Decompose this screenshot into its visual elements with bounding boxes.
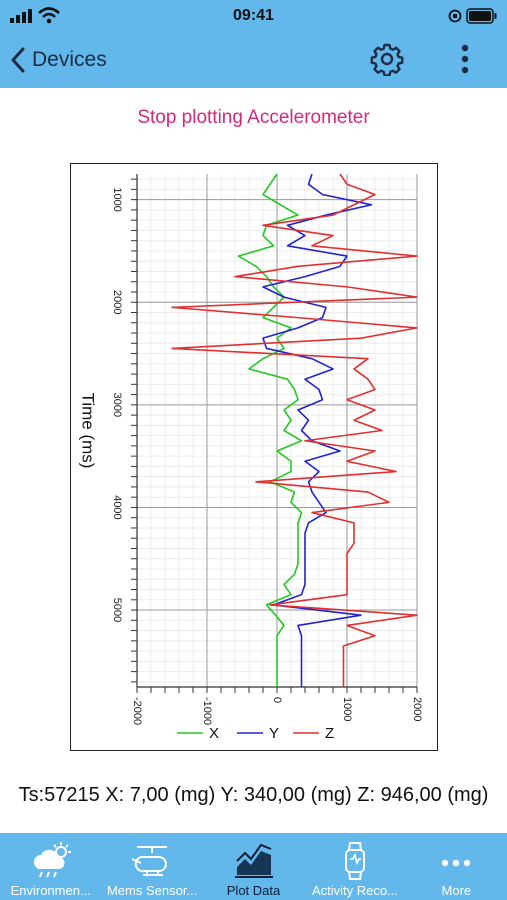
tab-label: Environmen... [10, 883, 91, 898]
chart-icon [234, 843, 273, 878]
series-line-y [262, 173, 373, 687]
value-tick-label: -1000 [201, 697, 213, 725]
chevron-left-icon [11, 47, 25, 73]
legend-label-z: Z [325, 725, 334, 742]
tab-label: Mems Sensor... [106, 883, 198, 898]
more-dots-icon [442, 859, 471, 867]
time-tick-label: 3000 [111, 393, 123, 417]
stop-plotting-button[interactable]: Stop plotting Accelerometer [137, 107, 370, 128]
value-tick-label: 2000 [411, 697, 423, 721]
time-tick-label: 5000 [111, 598, 123, 622]
time-tick-label: 1000 [111, 187, 123, 211]
series-line-x [237, 173, 303, 687]
tab-activity-recognition[interactable]: Activity Reco... [304, 833, 405, 900]
time-axis-title: Time (ms) [79, 393, 98, 469]
value-tick-label: 1000 [341, 697, 353, 721]
back-label: Devices [32, 48, 107, 71]
sensor-readout: Ts:57215 X: 7,00 (mg) Y: 340,00 (mg) Z: … [18, 784, 489, 806]
tab-label: Plot Data [226, 883, 281, 898]
chart-canvas: 1000 2000 3000 4000 5000 -2000 -1000 0 1000 2000 T… [79, 173, 423, 742]
accelerometer-chart: 1000 2000 3000 4000 5000 -2000 -1000 0 1000 2000 T… [70, 163, 438, 751]
legend-label-x: X [209, 725, 219, 742]
orientation-lock-icon [448, 9, 462, 23]
battery-icon [466, 8, 497, 24]
smartwatch-icon [344, 842, 365, 880]
series-line-z [171, 173, 418, 687]
tab-mems-sensors[interactable]: Mems Sensor... [101, 833, 202, 900]
tab-environmental[interactable]: Environmen... [0, 833, 101, 900]
tab-more[interactable]: More [406, 833, 507, 900]
gear-icon[interactable] [370, 42, 404, 76]
tab-label: Activity Reco... [311, 883, 398, 898]
more-vertical-icon[interactable] [452, 42, 478, 76]
signal-icon [10, 9, 32, 23]
tab-bar: Environmen... Mems Sensor... Plot Data [0, 833, 507, 900]
weather-icon [33, 842, 71, 878]
time-tick-label: 2000 [111, 290, 123, 314]
back-button[interactable]: Devices [10, 44, 107, 76]
legend-label-y: Y [269, 725, 279, 742]
nav-bar: Devices [0, 32, 507, 88]
tab-plot-data[interactable]: Plot Data [203, 833, 304, 900]
time-tick-label: 4000 [111, 495, 123, 519]
value-tick-label: 0 [271, 697, 283, 703]
wifi-icon [38, 7, 60, 24]
value-tick-label: -2000 [131, 697, 143, 725]
tab-label: More [441, 883, 472, 898]
helicopter-icon [131, 846, 168, 876]
status-bar: 09:41 [0, 0, 507, 32]
status-time: 09:41 [233, 7, 274, 24]
